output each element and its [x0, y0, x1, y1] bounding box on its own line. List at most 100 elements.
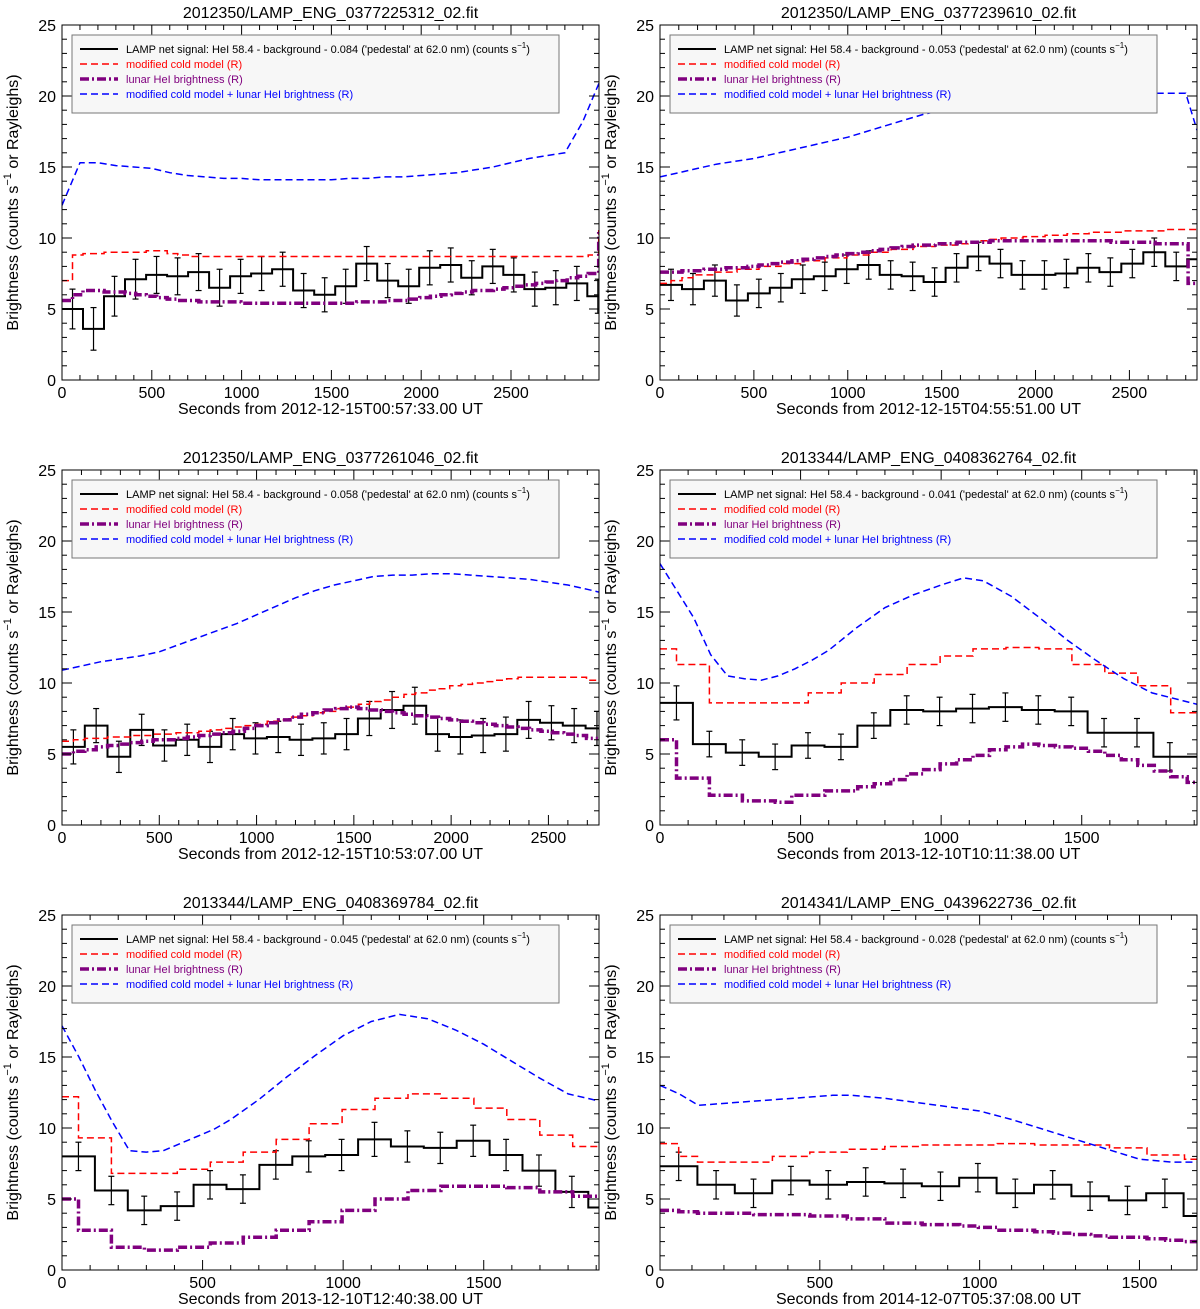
legend-label-cold: modified cold model (R) — [126, 59, 242, 71]
x-axis-label: Seconds from 2012-12-15T04:55:51.00 UT — [776, 401, 1081, 418]
series-sum — [62, 1013, 599, 1153]
y-tick-label: 5 — [645, 747, 654, 764]
legend-box — [71, 479, 560, 559]
x-axis-label: Seconds from 2012-12-15T10:53:07.00 UT — [178, 846, 483, 863]
panel-1: 2012350/LAMP_ENG_0377225312_02.fit 0 5 10 15… — [2, 5, 600, 418]
plot-area-data — [62, 82, 599, 351]
legend-label-sum: modified cold model + lunar HeI brightne… — [724, 534, 951, 546]
series-sum — [62, 82, 599, 206]
y-axis-label: Brightness (counts s−1 or Rayleighs) — [600, 519, 620, 775]
y-tick-label: 25 — [636, 18, 654, 35]
y-tick-label: 15 — [38, 605, 56, 622]
legend-label-net: LAMP net signal: HeI 58.4 - background -… — [724, 931, 1128, 946]
x-tick-label: 0 — [656, 830, 665, 847]
series-lunar — [62, 1184, 599, 1252]
panel-title: 2012350/LAMP_ENG_0377225312_02.fit — [183, 5, 479, 22]
legend-label-net: LAMP net signal: HeI 58.4 - background -… — [126, 486, 530, 501]
x-tick-label: 500 — [787, 830, 814, 847]
y-tick-label: 10 — [636, 676, 654, 693]
series-cold — [62, 1093, 599, 1175]
panel-2: 2012350/LAMP_ENG_0377239610_02.fit 0 5 10 15… — [600, 5, 1198, 418]
legend-label-sum: modified cold model + lunar HeI brightne… — [126, 534, 353, 546]
legend-label-net: LAMP net signal: HeI 58.4 - background -… — [724, 41, 1128, 56]
legend-label-lunar: lunar HeI brightness (R) — [126, 519, 243, 531]
legend-label-cold: modified cold model (R) — [126, 504, 242, 516]
y-tick-label: 10 — [38, 1121, 56, 1138]
panel-4: 2013344/LAMP_ENG_0408362764_02.fit 0 5 10 15… — [600, 450, 1198, 863]
series-cold — [660, 1142, 1197, 1185]
x-tick-label: 1000 — [325, 1275, 361, 1292]
y-axis-label: Brightness (counts s−1 or Rayleighs) — [600, 74, 620, 330]
series-net — [660, 701, 1197, 758]
x-tick-label: 1000 — [830, 385, 866, 402]
y-tick-label: 0 — [47, 1263, 56, 1280]
panel-3: 2012350/LAMP_ENG_0377261046_02.fit 0 5 10 15… — [2, 450, 600, 863]
legend-label-lunar: lunar HeI brightness (R) — [126, 964, 243, 976]
plot-area-data — [660, 1084, 1197, 1250]
legend-label-cold: modified cold model (R) — [724, 504, 840, 516]
y-tick-label: 20 — [636, 979, 654, 996]
y-tick-label: 25 — [38, 908, 56, 925]
legend-label-sum: modified cold model + lunar HeI brightne… — [724, 979, 951, 991]
legend-label-net: LAMP net signal: HeI 58.4 - background -… — [126, 931, 530, 946]
y-tick-label: 0 — [645, 1263, 654, 1280]
plot-frame — [61, 914, 600, 1271]
y-tick-label: 15 — [636, 605, 654, 622]
y-axis-label: Brightness (counts s−1 or Rayleighs) — [2, 519, 22, 775]
legend-label-lunar: lunar HeI brightness (R) — [724, 74, 841, 86]
plot-frame — [659, 24, 1198, 381]
y-tick-label: 20 — [38, 979, 56, 996]
y-tick-label: 0 — [47, 373, 56, 390]
x-tick-label: 500 — [189, 1275, 216, 1292]
series-lunar — [62, 705, 598, 756]
y-tick-label: 15 — [38, 1050, 56, 1067]
series-lunar — [660, 1208, 1197, 1250]
y-tick-label: 5 — [645, 1192, 654, 1209]
x-tick-label: 0 — [656, 1275, 665, 1292]
x-tick-label: 0 — [58, 830, 67, 847]
x-tick-label: 500 — [138, 385, 165, 402]
panel-5: 2013344/LAMP_ENG_0408369784_02.fit 0 5 10 15… — [2, 895, 600, 1308]
panel-title: 2013344/LAMP_ENG_0408369784_02.fit — [183, 895, 479, 912]
series-net — [62, 262, 599, 330]
series-cold — [660, 646, 1197, 735]
plot-area-data — [660, 563, 1197, 805]
y-axis-label: Brightness (counts s−1 or Rayleighs) — [600, 964, 620, 1220]
plot-frame — [659, 469, 1198, 826]
panel-title: 2012350/LAMP_ENG_0377239610_02.fit — [781, 5, 1077, 22]
y-tick-label: 25 — [636, 908, 654, 925]
x-tick-label: 2500 — [493, 385, 529, 402]
legend-label-lunar: lunar HeI brightness (R) — [724, 964, 841, 976]
x-tick-label: 1000 — [923, 830, 959, 847]
x-tick-label: 2500 — [531, 830, 567, 847]
y-tick-label: 15 — [38, 160, 56, 177]
legend-label-cold: modified cold model (R) — [126, 949, 242, 961]
series-sum — [62, 572, 599, 671]
y-tick-label: 5 — [47, 747, 56, 764]
legend-label-sum: modified cold model + lunar HeI brightne… — [126, 89, 353, 101]
legend-box — [71, 34, 560, 114]
legend-box — [71, 924, 560, 1004]
series-net — [62, 1138, 599, 1212]
x-tick-label: 500 — [741, 385, 768, 402]
x-tick-label: 500 — [146, 830, 173, 847]
series-cold — [62, 230, 599, 282]
y-tick-label: 10 — [636, 231, 654, 248]
x-tick-label: 2000 — [403, 385, 439, 402]
legend-box — [669, 479, 1158, 559]
y-tick-label: 5 — [47, 1192, 56, 1209]
y-tick-label: 0 — [47, 818, 56, 835]
y-tick-label: 5 — [47, 302, 56, 319]
x-tick-label: 2000 — [1018, 385, 1054, 402]
y-tick-label: 20 — [38, 89, 56, 106]
y-tick-label: 5 — [645, 302, 654, 319]
x-tick-label: 1500 — [924, 385, 960, 402]
plot-area-data — [62, 572, 599, 774]
panel-6: 2014341/LAMP_ENG_0439622736_02.fit 0 5 10 15… — [600, 895, 1198, 1308]
y-tick-label: 25 — [636, 463, 654, 480]
y-tick-label: 10 — [38, 231, 56, 248]
plot-area-data — [62, 1013, 599, 1252]
legend-box — [669, 34, 1158, 114]
y-tick-label: 15 — [636, 1050, 654, 1067]
